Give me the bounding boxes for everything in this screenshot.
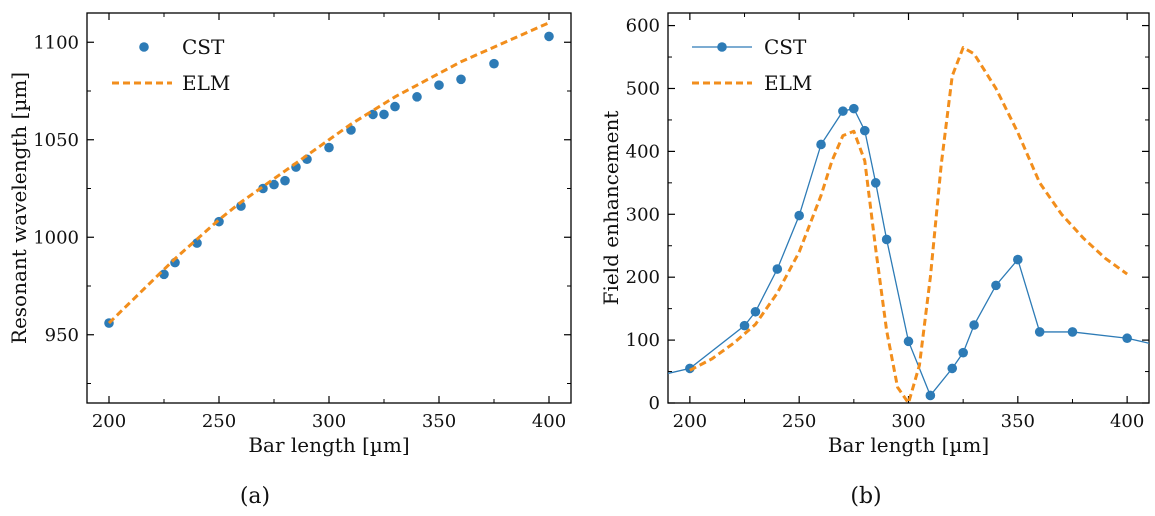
- data-point-cst: [1034, 327, 1045, 337]
- data-point-cst: [1013, 254, 1023, 265]
- y-tick-label: 300: [626, 204, 660, 225]
- data-area: [668, 46, 1149, 403]
- data-point-cst: [903, 336, 914, 347]
- legend: CST ELM: [112, 35, 230, 95]
- x-tick-label: 400: [1110, 411, 1144, 432]
- y-axis-label: Resonant wavelength [µm]: [7, 72, 31, 344]
- chart-b: 200 250 300 350 400 0 100 200 300 400 500 600 Bar le…: [599, 12, 1150, 509]
- y-tick-label: 1050: [33, 130, 79, 151]
- data-point-cst: [794, 210, 804, 221]
- x-tick-label: 250: [782, 411, 816, 432]
- data-point-cst: [838, 106, 848, 116]
- data-point-cst: [258, 183, 268, 194]
- data-point-cst: [280, 175, 290, 186]
- x-tick-label: 350: [422, 411, 456, 432]
- data-point-cst: [1122, 333, 1132, 344]
- legend-swatch-marker-cst: [717, 42, 727, 52]
- y-axis-label: Field enhancement: [599, 111, 623, 306]
- data-point-cst: [1067, 327, 1078, 337]
- data-point-cst: [379, 109, 389, 120]
- data-point-cst: [991, 280, 1001, 291]
- data-point-cst: [390, 101, 400, 112]
- y-tick-label: 1100: [33, 32, 79, 53]
- x-axis-label: Bar length [µm]: [248, 433, 409, 457]
- data-point-cst: [159, 269, 169, 280]
- x-tick-label: 400: [532, 411, 566, 432]
- y-tick-label: 950: [45, 325, 79, 346]
- series-line-elm: [107, 21, 550, 325]
- legend-label-cst: CST: [764, 35, 807, 59]
- data-point-cst: [925, 390, 936, 401]
- y-tick-label: 0: [649, 393, 660, 414]
- data-point-cst: [434, 80, 444, 90]
- legend-label-elm: ELM: [182, 71, 230, 95]
- data-point-cst: [456, 74, 466, 85]
- legend-label-elm: ELM: [764, 71, 812, 95]
- data-point-cst: [870, 178, 881, 188]
- data-point-cst: [947, 363, 958, 374]
- panel-caption: (a): [240, 484, 270, 509]
- y-tick-label: 100: [626, 330, 660, 351]
- series-line-elm: [689, 46, 1129, 403]
- data-point-cst: [489, 58, 499, 69]
- data-point-cst: [859, 125, 870, 136]
- data-point-cst: [739, 320, 750, 331]
- series-line-cst: [668, 107, 1149, 397]
- data-point-cst: [544, 31, 554, 42]
- x-tick-label: 350: [1001, 411, 1035, 432]
- x-axis-label: Bar length [µm]: [828, 433, 989, 457]
- chart-a: 200 250 300 350 400 950 1000 1050 1100 Bar length…: [7, 12, 572, 509]
- y-tick-label: 1000: [33, 227, 79, 248]
- x-tick-label: 250: [202, 411, 236, 432]
- data-point-cst: [685, 363, 695, 374]
- panel-caption: (b): [850, 484, 881, 509]
- data-area: [104, 21, 554, 328]
- y-tick-label: 600: [626, 16, 660, 37]
- data-point-cst: [849, 103, 859, 114]
- data-point-cst: [368, 109, 378, 120]
- data-point-cst: [881, 234, 892, 245]
- data-point-cst: [969, 320, 979, 330]
- data-point-cst: [192, 238, 202, 248]
- data-point-cst: [772, 264, 783, 274]
- legend: CST ELM: [692, 35, 812, 95]
- data-point-cst: [412, 92, 422, 102]
- x-tick-label: 300: [891, 411, 925, 432]
- data-point-cst: [750, 306, 761, 317]
- data-point-cst: [816, 139, 826, 150]
- y-tick-label: 500: [626, 78, 660, 99]
- data-point-cst: [324, 142, 334, 153]
- y-tick-label: 200: [626, 267, 660, 288]
- x-tick-label: 300: [312, 411, 346, 432]
- data-point-cst: [958, 347, 968, 358]
- legend-label-cst: CST: [182, 35, 225, 59]
- y-tick-label: 400: [626, 141, 660, 162]
- legend-swatch-cst: [139, 42, 149, 52]
- x-tick-label: 200: [673, 411, 707, 432]
- plot-frame: [86, 12, 572, 404]
- x-tick-label: 200: [92, 411, 126, 432]
